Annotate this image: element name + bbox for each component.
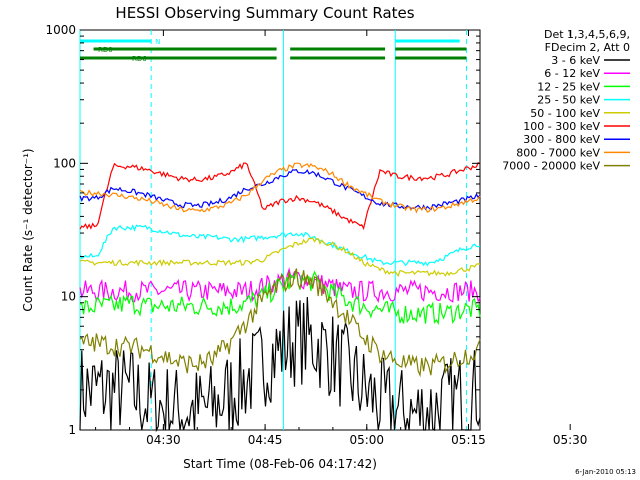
legend-header-line: FDecim 2, Att 0: [545, 41, 630, 54]
x-tick-label: 04:30: [146, 433, 181, 447]
legend-header-line: Det 1,3,4,5,6,9,: [544, 28, 630, 41]
interval-lines: [79, 30, 467, 430]
y-tick-label: 100: [53, 156, 76, 170]
y-tick-label: 10: [61, 290, 76, 304]
legend-entry-label: 800 - 7000 keV: [516, 146, 600, 159]
x-tick-label: 05:15: [451, 433, 486, 447]
x-tick-label: 05:30: [553, 433, 588, 447]
series-line-1: [79, 296, 481, 433]
y-tick-label: 1: [68, 423, 76, 437]
legend-entry-label: 50 - 100 keV: [530, 107, 600, 120]
series-line-6: [79, 161, 481, 231]
chart-title: HESSI Observing Summary Count Rates: [115, 4, 414, 22]
x-tick-label: 05:00: [349, 433, 384, 447]
flag-rd0-label: RD0: [98, 46, 113, 54]
legend-entry-label: 100 - 300 keV: [523, 120, 600, 133]
x-axis-label: Start Time (08-Feb-06 04:17:42): [183, 457, 377, 471]
y-axis-label: Count Rate (s⁻¹ detector⁻¹): [21, 148, 35, 311]
footer-date: 6-Jan-2010 05:13: [575, 468, 636, 476]
series-line-9: [79, 268, 481, 378]
legend: Det 1,3,4,5,6,9,FDecim 2, Att 03 - 6 keV…: [502, 28, 630, 173]
series-line-8: [79, 162, 481, 214]
x-tick-label: 04:45: [248, 433, 283, 447]
series-line-7: [79, 169, 481, 211]
legend-entry-label: 7000 - 20000 keV: [502, 160, 600, 173]
y-tick-label: 1000: [45, 23, 76, 37]
legend-entry-label: 300 - 800 keV: [523, 133, 600, 146]
flag-n-label: N: [155, 38, 160, 46]
flag-bars: N RD0 RD6: [80, 38, 467, 63]
legend-entry-label: 6 - 12 keV: [544, 67, 600, 80]
series-line-3: [79, 269, 481, 326]
legend-entry-label: 12 - 25 keV: [537, 80, 600, 93]
series-line-5: [79, 237, 481, 278]
legend-entry-label: 25 - 50 keV: [537, 94, 600, 107]
legend-entry-label: 3 - 6 keV: [551, 54, 600, 67]
series-group: [79, 161, 481, 433]
series-line-2: [79, 267, 481, 304]
flag-rd6-label: RD6: [132, 55, 147, 63]
series-line-4: [79, 224, 481, 267]
